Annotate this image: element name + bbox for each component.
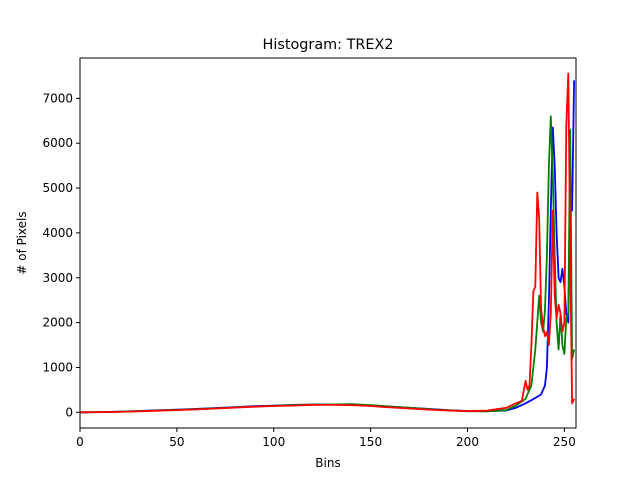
y-tick-label: 1000: [42, 360, 73, 374]
x-tick-label: 150: [359, 435, 382, 449]
y-tick-label: 0: [65, 405, 73, 419]
x-tick-label: 200: [456, 435, 479, 449]
y-tick-label: 3000: [42, 271, 73, 285]
y-axis-label: # of Pixels: [15, 211, 29, 274]
x-tick-label: 50: [169, 435, 184, 449]
series-line-2: [80, 72, 575, 414]
x-axis-label: Bins: [315, 456, 340, 470]
x-tick-label: 100: [262, 435, 285, 449]
y-tick-label: 6000: [42, 136, 73, 150]
y-tick-label: 2000: [42, 316, 73, 330]
series-layer: [80, 72, 575, 414]
y-tick-label: 7000: [42, 91, 73, 105]
plot-frame: [79, 57, 577, 429]
y-tick-label: 4000: [42, 226, 73, 240]
y-tick-label: 5000: [42, 181, 73, 195]
x-axis-ticks: 0 50 100 150 200 250: [76, 428, 576, 449]
y-axis-ticks: 0 1000 2000 3000 4000 5000 6000 7000: [42, 91, 80, 419]
x-tick-label: 250: [553, 435, 576, 449]
x-tick-label: 0: [76, 435, 84, 449]
chart-title: Histogram: TREX2: [263, 37, 394, 53]
